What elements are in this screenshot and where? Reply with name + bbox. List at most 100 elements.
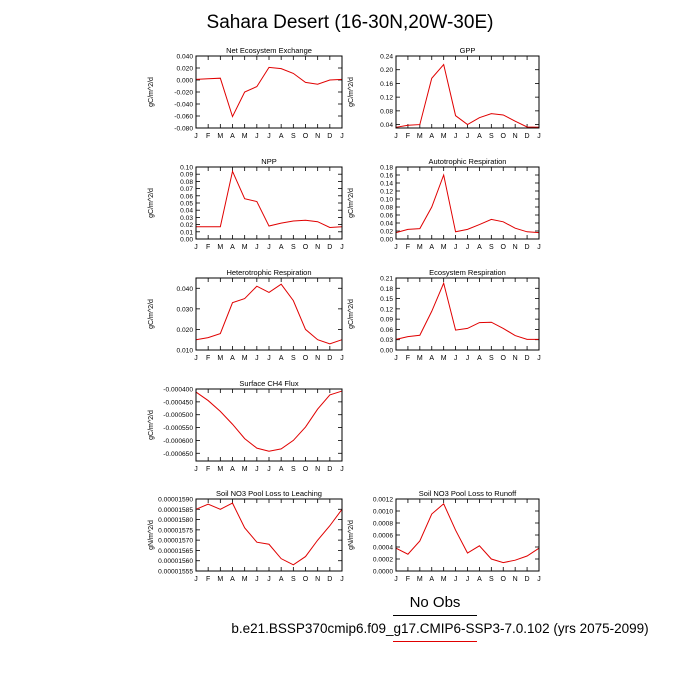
- y-tick-label: 0.00001555: [158, 569, 193, 576]
- y-tick-label: 0.00001575: [158, 527, 193, 534]
- x-tick-label: N: [513, 244, 518, 251]
- x-tick-label: M: [217, 466, 223, 473]
- x-tick-label: A: [279, 355, 284, 362]
- x-tick-label: O: [501, 133, 507, 140]
- x-tick-label: N: [513, 576, 518, 583]
- x-tick-label: F: [206, 355, 210, 362]
- y-tick-label: 0.0010: [373, 509, 394, 516]
- panel-heterotrophic-respiration: Heterotrophic Respiration gC/m^2/d 0.040 0.…: [148, 268, 344, 362]
- y-tick-label: -0.000650: [163, 451, 193, 458]
- y-tick-label: 0.02: [380, 229, 393, 236]
- x-tick-label: D: [525, 576, 530, 583]
- x-tick-label: D: [327, 466, 332, 473]
- x-tick-label: O: [303, 133, 309, 140]
- y-axis-label: gC/m^2/d: [148, 77, 155, 107]
- x-tick-label: A: [279, 133, 284, 140]
- x-tick-label: J: [394, 355, 398, 362]
- y-axis-label: gC/m^2/d: [348, 77, 355, 107]
- x-tick-label: D: [525, 355, 530, 362]
- x-tick-label: M: [441, 133, 447, 140]
- x-tick-label: F: [406, 355, 410, 362]
- y-tick-label: 0.040: [176, 54, 193, 61]
- y-axis-label: gC/m^2/d: [348, 188, 355, 218]
- x-tick-label: A: [230, 576, 235, 583]
- y-tick-label: -0.000600: [163, 438, 193, 445]
- y-tick-label: 0.08: [380, 108, 393, 115]
- panel-ecosystem-respiration: Ecosystem Respiration gC/m^2/d 0.21 0.18 0.1…: [348, 268, 541, 362]
- x-tick-label: J: [466, 576, 470, 583]
- panel-net-ecosystem-exchange: Net Ecosystem Exchange gC/m^2/d 0.040 0.020…: [148, 46, 344, 140]
- x-tick-label: D: [327, 576, 332, 583]
- y-tick-label: 0.18: [380, 286, 393, 293]
- y-tick-label: 0.00001580: [158, 517, 193, 524]
- y-tick-label: -0.000400: [163, 387, 193, 394]
- plot-frame: [195, 166, 343, 240]
- y-tick-label: 0.08: [180, 179, 193, 186]
- x-tick-label: A: [477, 576, 482, 583]
- y-tick-label: 0.12: [380, 95, 393, 102]
- panel-title: Soil NO3 Pool Loss to Leaching: [216, 489, 322, 498]
- x-tick-label: N: [315, 355, 320, 362]
- y-tick-label: 0.20: [380, 67, 393, 74]
- y-tick-label: 0.0012: [373, 497, 394, 504]
- x-tick-label: J: [454, 244, 458, 251]
- y-tick-label: 0.00: [380, 237, 393, 244]
- y-tick-label: -0.040: [174, 102, 193, 109]
- x-tick-label: J: [340, 466, 344, 473]
- x-tick-label: M: [217, 133, 223, 140]
- panel-title: Heterotrophic Respiration: [226, 268, 311, 277]
- y-tick-label: 0.040: [176, 286, 193, 293]
- y-tick-label: 0.00001565: [158, 548, 193, 555]
- y-tick-label: 0.00001585: [158, 507, 193, 514]
- y-tick-label: 0.020: [176, 66, 193, 73]
- x-tick-label: J: [454, 355, 458, 362]
- y-tick-label: 0.00: [180, 237, 193, 244]
- panel-title: GPP: [460, 46, 476, 55]
- x-tick-label: M: [217, 576, 223, 583]
- y-tick-label: 0.01: [180, 229, 193, 236]
- y-tick-label: 0.04: [380, 221, 393, 228]
- y-tick-label: 0.00001560: [158, 558, 193, 565]
- x-tick-label: A: [279, 466, 284, 473]
- x-tick-label: J: [454, 133, 458, 140]
- y-tick-label: 0.0002: [373, 557, 394, 564]
- x-tick-label: J: [267, 576, 271, 583]
- x-tick-label: J: [466, 244, 470, 251]
- x-tick-label: J: [255, 355, 259, 362]
- x-tick-label: S: [291, 355, 296, 362]
- x-tick-label: J: [267, 244, 271, 251]
- x-tick-label: M: [242, 466, 248, 473]
- x-tick-label: F: [206, 466, 210, 473]
- x-tick-label: N: [315, 466, 320, 473]
- x-tick-label: J: [394, 576, 398, 583]
- x-tick-label: F: [406, 133, 410, 140]
- x-tick-label: J: [267, 466, 271, 473]
- y-tick-label: -0.000500: [163, 412, 193, 419]
- y-tick-label: 0.03: [380, 337, 393, 344]
- x-tick-label: O: [303, 466, 309, 473]
- y-tick-label: 0.10: [180, 165, 193, 172]
- x-tick-label: S: [291, 133, 296, 140]
- y-tick-label: 0.18: [380, 165, 393, 172]
- panel-surface-ch4-flux: Surface CH4 Flux gC/m^2/d -0.000400 -0.0004…: [148, 379, 344, 473]
- y-tick-label: 0.06: [380, 327, 393, 334]
- y-tick-label: 0.04: [380, 122, 393, 129]
- y-tick-label: 0.16: [380, 173, 393, 180]
- x-tick-label: J: [194, 355, 198, 362]
- series-line: [195, 66, 343, 118]
- panel-title: NPP: [261, 157, 276, 166]
- panel-soil-no3-leaching: Soil NO3 Pool Loss to LeachinggN/m^2/d0.…: [148, 489, 344, 583]
- y-tick-label: 0.16: [380, 81, 393, 88]
- panel-title: Autotrophic Respiration: [429, 157, 507, 166]
- x-tick-label: J: [267, 355, 271, 362]
- panel-soil-no3-runoff: Soil NO3 Pool Loss to Runoff gN/m^2/d 0.00…: [348, 489, 541, 583]
- y-tick-label: 0.0008: [373, 521, 394, 528]
- x-tick-label: O: [303, 355, 309, 362]
- x-tick-label: M: [417, 355, 423, 362]
- series-line: [395, 281, 539, 340]
- x-tick-label: J: [394, 244, 398, 251]
- y-tick-label: 0.09: [380, 317, 393, 324]
- x-tick-label: A: [279, 576, 284, 583]
